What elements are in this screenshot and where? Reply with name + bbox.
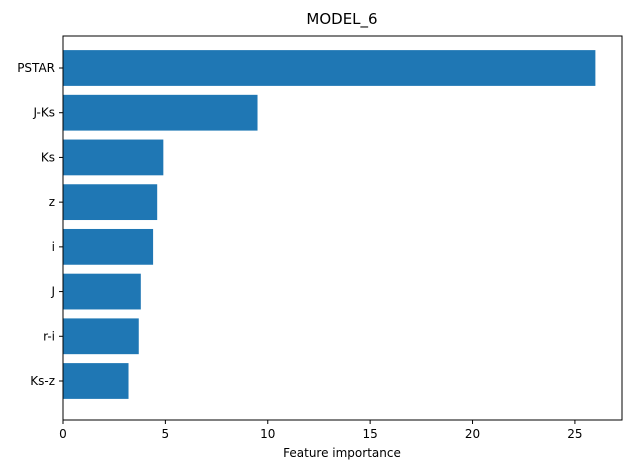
- bar-r-i: [63, 318, 139, 355]
- x-tick-label: 5: [162, 427, 170, 441]
- plot-frame: [62, 35, 623, 421]
- bar-ks-z: [63, 363, 129, 399]
- x-tick-label: 25: [567, 427, 582, 441]
- bar-ks: [63, 139, 164, 176]
- x-axis-ticks: 0 5 10 15 20 25: [59, 420, 583, 441]
- bar-z: [63, 184, 158, 221]
- chart-title: MODEL_6: [306, 10, 377, 29]
- y-tick-label: J-Ks: [32, 106, 55, 120]
- y-tick-label: r-i: [43, 329, 55, 343]
- bar-j-ks: [63, 94, 258, 131]
- y-axis-ticks: PSTAR J-Ks Ks z i Jr-i Ks-z: [17, 61, 63, 388]
- x-axis-label: Feature importance: [283, 446, 401, 460]
- y-tick-label: Ks: [41, 150, 55, 164]
- y-tick-label: J: [50, 285, 55, 299]
- y-tick-label: i: [52, 240, 55, 254]
- bars-group: [63, 50, 596, 399]
- y-tick-label: PSTAR: [17, 61, 55, 75]
- x-tick-label: 0: [59, 427, 67, 441]
- y-tick-label: z: [49, 195, 55, 209]
- bar-pstar: [63, 50, 596, 86]
- x-tick-label: 10: [260, 427, 275, 441]
- y-tick-label: Ks-z: [30, 374, 55, 388]
- x-tick-label: 15: [363, 427, 378, 441]
- bar-i: [63, 228, 154, 265]
- x-tick-label: 20: [465, 427, 480, 441]
- bar-j: [63, 273, 141, 310]
